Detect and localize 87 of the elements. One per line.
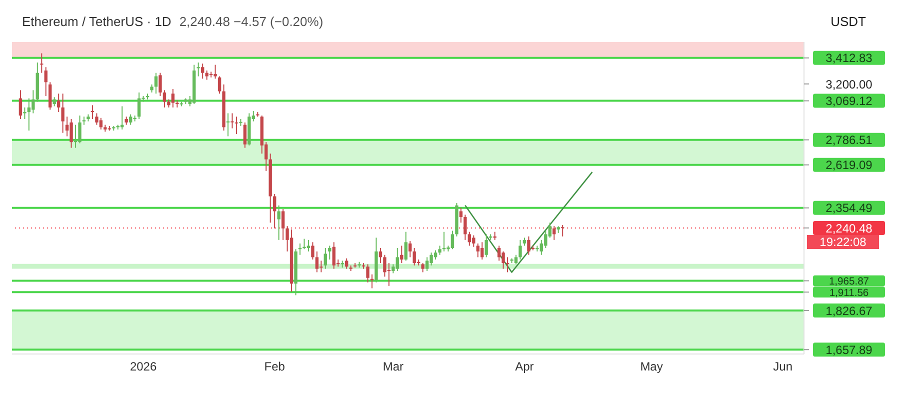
candlestick xyxy=(234,116,238,135)
x-tick-label: Jun xyxy=(773,360,793,374)
candlestick xyxy=(230,112,234,129)
candlestick xyxy=(40,52,44,74)
candlestick xyxy=(434,250,438,260)
candlestick xyxy=(450,230,454,250)
candlestick xyxy=(27,98,31,132)
x-tick-label: Mar xyxy=(382,360,404,374)
candlestick xyxy=(311,242,314,260)
candlestick xyxy=(560,224,564,237)
candlestick xyxy=(468,231,472,246)
candlestick xyxy=(18,90,22,120)
candlestick xyxy=(412,248,416,266)
candlestick xyxy=(527,236,530,256)
y-axis-title: USDT xyxy=(830,14,866,29)
candlestick xyxy=(430,252,433,266)
candlestick xyxy=(205,70,208,80)
candlestick xyxy=(506,256,510,273)
candlestick xyxy=(464,214,467,240)
candlestick xyxy=(281,208,285,240)
candlestick xyxy=(480,242,484,260)
candlestick xyxy=(502,250,505,270)
candlestick xyxy=(44,66,48,96)
candlestick xyxy=(277,204,280,240)
y-tick-label: 3,200.00 xyxy=(826,77,873,92)
candlestick xyxy=(306,239,310,252)
candlestick xyxy=(366,264,370,283)
y-tick-label: 1,965.87 xyxy=(828,276,870,288)
text: 19:22:08 xyxy=(807,234,879,249)
candlestick xyxy=(171,88,175,108)
candlestick xyxy=(218,76,222,94)
candlestick xyxy=(438,245,442,256)
y-tick-label: 2,619.09 xyxy=(826,158,873,172)
candlestick xyxy=(70,118,73,148)
candlestick xyxy=(302,238,306,250)
candlestick xyxy=(472,234,476,248)
candlestick xyxy=(320,260,323,273)
candlestick xyxy=(497,245,501,262)
candlestick xyxy=(78,115,82,144)
candlestick xyxy=(383,254,386,278)
y-tick-label: 3,069.12 xyxy=(826,94,873,108)
candlestick xyxy=(425,256,429,272)
candlestick xyxy=(162,90,166,108)
candlestick xyxy=(99,117,103,130)
candlestick xyxy=(400,245,404,264)
candlestick xyxy=(518,239,522,260)
candlestick xyxy=(408,240,412,258)
y-tick-label: 2,354.49 xyxy=(826,201,873,216)
chart-title: Ethereum / TetherUS · 1D xyxy=(22,14,172,28)
candlestick xyxy=(56,93,60,113)
candlestick xyxy=(48,82,52,110)
candlestick xyxy=(243,122,247,148)
candlestick xyxy=(328,245,332,260)
candlestick xyxy=(324,248,328,270)
candlestick xyxy=(476,242,480,258)
x-tick-label: 2026 xyxy=(130,360,157,374)
candlestick xyxy=(332,242,336,270)
candlestick xyxy=(514,254,518,265)
candlestick xyxy=(158,72,162,96)
candlestick xyxy=(32,90,35,114)
x-tick-label: Feb xyxy=(264,360,286,374)
candlestick xyxy=(154,72,158,94)
candlestick xyxy=(214,64,217,80)
x-tick-label: May xyxy=(640,360,663,374)
candlestick xyxy=(95,112,98,126)
candlestick xyxy=(61,93,64,134)
candlestick xyxy=(421,262,424,273)
candlestick xyxy=(137,92,141,120)
y-tick-label: 1,657.89 xyxy=(826,342,873,357)
candlestick xyxy=(344,258,348,270)
candlestick xyxy=(200,63,204,80)
y-tick-label: 2,786.51 xyxy=(826,133,873,148)
x-tick-label: Apr xyxy=(515,360,534,374)
candlestick xyxy=(128,114,132,126)
candlestick xyxy=(52,96,56,107)
candlestick xyxy=(484,234,488,258)
candlestick xyxy=(544,230,548,248)
y-tick-label: 3,412.83 xyxy=(826,51,873,66)
chart-subtitle: 2,240.48 −4.57 (−0.20%) xyxy=(179,14,324,28)
candlestick xyxy=(396,248,400,272)
candlestick xyxy=(315,250,319,273)
y-tick-label: 1,826.67 xyxy=(826,304,873,318)
candlestick xyxy=(404,231,408,262)
y-tick-label: 1,911.56 xyxy=(829,288,869,299)
candlestick xyxy=(272,193,276,229)
y-tick-label: 2,240.48 xyxy=(826,221,873,236)
candlestick xyxy=(23,106,26,120)
